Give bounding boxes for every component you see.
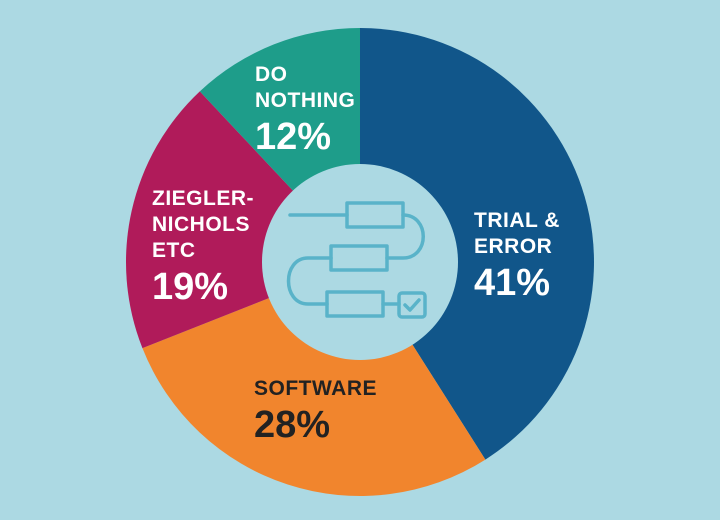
slice-label-do-nothing: DO NOTHING 12% (255, 62, 355, 156)
slice-percent: 19% (152, 266, 229, 308)
slice-label-software: SOFTWARE 28% (254, 376, 377, 444)
slice-percent: 12% (255, 116, 332, 158)
slice-name: SOFTWARE (254, 377, 377, 400)
slice-name: ZIEGLER- (152, 187, 254, 210)
slice-name: NICHOLS (152, 213, 250, 236)
center-hole (262, 164, 458, 360)
slice-label-ziegler-nichols: ZIEGLER- NICHOLS ETC 19% (152, 186, 254, 306)
slice-name: ERROR (474, 235, 553, 258)
slice-name: NOTHING (255, 89, 356, 112)
pie-slice-trial-error (360, 28, 594, 460)
flowchart-checkmark-icon (286, 201, 427, 319)
pie-slice-software (142, 262, 486, 496)
slice-name: ETC (152, 239, 196, 262)
slice-percent: 41% (474, 262, 551, 304)
slice-label-trial-and-error: TRIAL & ERROR 41% (474, 208, 560, 302)
slice-name: TRIAL & (474, 209, 560, 232)
slice-name: DO (255, 63, 288, 86)
slice-percent: 28% (254, 404, 331, 446)
